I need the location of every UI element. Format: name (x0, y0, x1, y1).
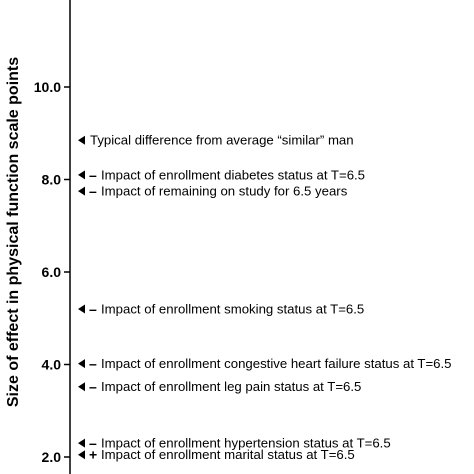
effect-sign: + (89, 447, 97, 463)
annotation-5: – Impact of enrollment congestive heart f… (78, 356, 452, 372)
arrow-marker-icon (78, 186, 85, 196)
arrow-marker-icon (78, 359, 85, 369)
annotation-1: Typical difference from average “similar… (78, 133, 354, 148)
annotation-label: Impact of enrollment hypertension status… (101, 436, 391, 451)
effect-sign: – (89, 183, 97, 199)
effect-sign: – (89, 435, 97, 451)
y-tick-label: 4.0 (42, 357, 62, 373)
annotation-label: Impact of enrollment congestive heart fa… (101, 356, 452, 371)
annotation-7: – Impact of enrollment hypertension statu… (78, 435, 391, 451)
annotation-3: – Impact of remaining on study for 6.5 ye… (78, 183, 348, 199)
effect-sign: – (89, 301, 97, 317)
arrow-marker-icon (78, 170, 85, 180)
annotation-label: Impact of enrollment marital status at T… (101, 447, 355, 462)
annotation-label: Impact of enrollment smoking status at T… (101, 302, 364, 317)
arrow-marker-icon (78, 450, 85, 460)
annotation-6: – Impact of enrollment leg pain status at… (78, 379, 361, 395)
y-axis-ticks: 2.0 4.0 6.0 8.0 10.0 (34, 79, 70, 465)
y-tick-label: 6.0 (42, 264, 62, 280)
annotation-label: Impact of remaining on study for 6.5 yea… (101, 184, 348, 199)
y-tick-label: 10.0 (34, 79, 61, 95)
effect-sign: – (89, 167, 97, 183)
effect-sign: – (89, 379, 97, 395)
y-tick-label: 2.0 (42, 449, 62, 465)
annotation-2: – Impact of enrollment diabetes status at… (78, 167, 365, 183)
y-tick-label: 8.0 (42, 172, 62, 188)
y-axis-label: Size of effect in physical function scal… (5, 57, 22, 407)
annotation-8: + Impact of enrollment marital status at … (78, 447, 355, 463)
arrow-marker-icon (78, 438, 85, 448)
annotation-label: Typical difference from average “similar… (90, 133, 354, 148)
annotation-label: Impact of enrollment leg pain status at … (101, 379, 361, 394)
annotation-4: – Impact of enrollment smoking status at … (78, 301, 364, 317)
annotation-label: Impact of enrollment diabetes status at … (101, 167, 365, 182)
arrow-marker-icon (78, 304, 85, 314)
arrow-marker-icon (78, 382, 85, 392)
effect-sign: – (89, 356, 97, 372)
arrow-marker-icon (78, 135, 85, 145)
annotation-markers: Typical difference from average “similar… (78, 133, 452, 463)
